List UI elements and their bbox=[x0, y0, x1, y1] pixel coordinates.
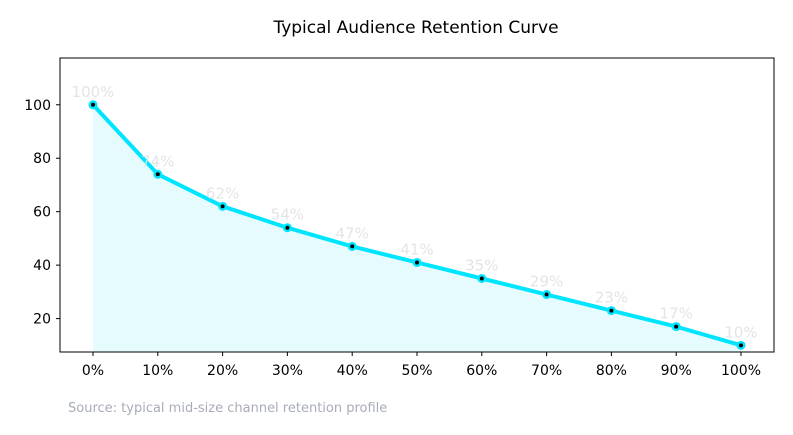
x-tick-label: 70% bbox=[531, 363, 562, 379]
data-point-center bbox=[220, 204, 225, 209]
data-label: 29% bbox=[530, 273, 563, 291]
data-point-center bbox=[415, 260, 419, 265]
data-label: 17% bbox=[660, 305, 693, 323]
data-point-center bbox=[739, 343, 743, 348]
data-label: 10% bbox=[724, 323, 757, 341]
x-tick-label: 0% bbox=[82, 363, 104, 379]
data-point-center bbox=[609, 308, 614, 313]
area-fill bbox=[93, 104, 741, 352]
data-label: 41% bbox=[400, 240, 433, 258]
x-tick-label: 40% bbox=[337, 363, 368, 379]
y-tick-label: 100 bbox=[24, 98, 51, 114]
data-point-center bbox=[91, 102, 95, 107]
data-label: 23% bbox=[595, 289, 628, 307]
y-tick-label: 60 bbox=[33, 205, 51, 221]
x-tick-label: 90% bbox=[661, 363, 692, 379]
source-note: Source: typical mid-size channel retenti… bbox=[68, 401, 387, 416]
x-tick-label: 100% bbox=[721, 363, 761, 379]
data-label: 54% bbox=[271, 206, 304, 224]
x-tick-label: 10% bbox=[142, 363, 173, 379]
data-point-center bbox=[479, 276, 484, 281]
data-point-center bbox=[155, 172, 160, 177]
data-point-center bbox=[350, 244, 355, 249]
x-tick-label: 20% bbox=[207, 363, 238, 379]
chart-title: Typical Audience Retention Curve bbox=[272, 18, 558, 38]
data-label: 100% bbox=[72, 83, 115, 101]
y-tick-label: 40 bbox=[33, 258, 51, 274]
data-label: 62% bbox=[206, 184, 239, 202]
data-point-center bbox=[285, 225, 290, 230]
data-label: 74% bbox=[141, 152, 174, 170]
plot-area: 100% 74% 62% 54% 47% 41% 35% 29% 23% 17% 10% bbox=[72, 83, 758, 352]
x-tick-label: 60% bbox=[466, 363, 497, 379]
data-point-center bbox=[544, 292, 549, 297]
axes: 20 40 60 80 100 0% 10% 20% 30% 40% 50% 60% 70% 80% 90%… bbox=[24, 57, 775, 379]
x-tick-label: 50% bbox=[401, 363, 432, 379]
data-point-center bbox=[674, 324, 679, 329]
data-label: 35% bbox=[465, 257, 498, 275]
x-tick-label: 30% bbox=[272, 363, 303, 379]
x-tick-label: 80% bbox=[596, 363, 627, 379]
y-tick-label: 20 bbox=[33, 312, 51, 328]
y-tick-label: 80 bbox=[33, 151, 51, 167]
data-label: 47% bbox=[336, 224, 369, 242]
